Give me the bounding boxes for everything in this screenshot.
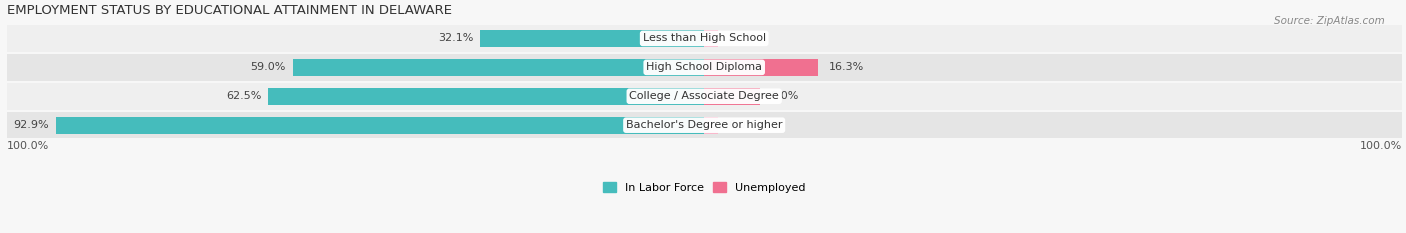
Bar [56, 116, 704, 134]
Legend: In Labor Force, Unemployed: In Labor Force, Unemployed [599, 178, 810, 197]
Bar [7, 83, 1402, 110]
Text: 8.0%: 8.0% [770, 91, 799, 101]
Text: 16.3%: 16.3% [828, 62, 863, 72]
Bar [7, 112, 1402, 138]
Bar [7, 112, 1402, 138]
Bar [7, 54, 1402, 81]
Bar [704, 116, 718, 134]
Text: College / Associate Degree: College / Associate Degree [630, 91, 779, 101]
Bar [704, 88, 761, 105]
Text: High School Diploma: High School Diploma [647, 62, 762, 72]
Text: Bachelor's Degree or higher: Bachelor's Degree or higher [626, 120, 783, 130]
Text: 62.5%: 62.5% [226, 91, 262, 101]
Bar [7, 25, 1402, 52]
Text: 100.0%: 100.0% [7, 141, 49, 151]
Bar [7, 25, 1402, 52]
Text: 0.0%: 0.0% [728, 120, 756, 130]
Text: 59.0%: 59.0% [250, 62, 285, 72]
Bar [704, 30, 718, 47]
Bar [269, 88, 704, 105]
Bar [704, 59, 818, 76]
Text: Less than High School: Less than High School [643, 33, 766, 43]
Text: 0.0%: 0.0% [728, 33, 756, 43]
Bar [7, 54, 1402, 81]
Bar [481, 30, 704, 47]
Text: EMPLOYMENT STATUS BY EDUCATIONAL ATTAINMENT IN DELAWARE: EMPLOYMENT STATUS BY EDUCATIONAL ATTAINM… [7, 4, 451, 17]
Text: 32.1%: 32.1% [437, 33, 474, 43]
Text: Source: ZipAtlas.com: Source: ZipAtlas.com [1274, 16, 1385, 26]
Bar [292, 59, 704, 76]
Bar [7, 83, 1402, 110]
Bar [704, 88, 761, 105]
Text: 100.0%: 100.0% [1360, 141, 1402, 151]
Text: 92.9%: 92.9% [14, 120, 49, 130]
Bar [704, 59, 818, 76]
